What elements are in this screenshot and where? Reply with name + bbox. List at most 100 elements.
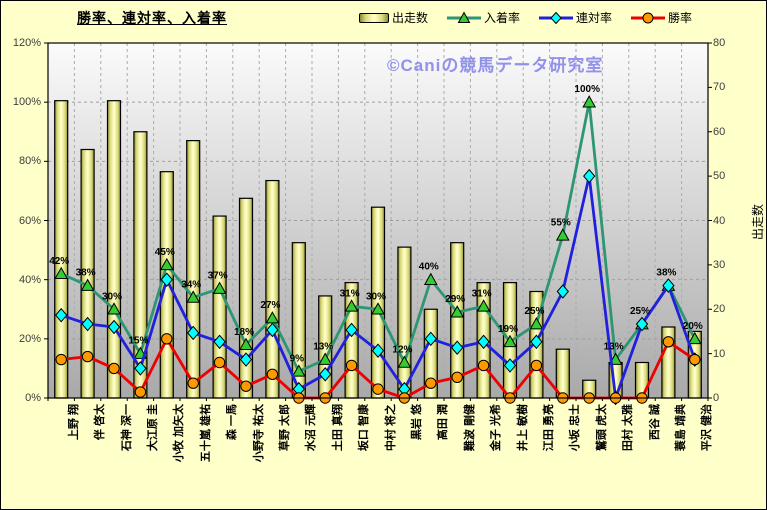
circle-marker xyxy=(662,336,675,348)
triangle-marker xyxy=(450,305,465,318)
diamond-marker xyxy=(55,307,68,323)
data-labels: 42% 38% 30% 15% 45% 34% 37% 18% 27% 9% 13% 31% 30% 12… xyxy=(49,84,703,364)
bar xyxy=(106,100,122,399)
category-label: 小坂 忠士 xyxy=(569,404,582,452)
diamond-marker xyxy=(160,272,173,287)
circle-marker xyxy=(240,380,252,392)
circle-marker xyxy=(530,359,543,372)
diamond-marker xyxy=(266,322,279,338)
triangle-marker xyxy=(344,299,359,312)
triangle-marker xyxy=(371,302,385,315)
category-label: 黒岩 悠 xyxy=(410,404,423,441)
diamond-marker xyxy=(319,367,332,382)
right-axis-tick-label: 20 xyxy=(713,303,726,316)
category-label: 西谷 誠 xyxy=(648,404,661,441)
category-label: 中村 将之 xyxy=(384,404,397,452)
category-label: 伴 啓太 xyxy=(94,404,107,441)
left-axis-tick-label: 120% xyxy=(12,37,41,49)
triangle-marker xyxy=(159,257,174,271)
data-label: 38% xyxy=(76,268,96,279)
triangle-marker-icon xyxy=(447,10,482,23)
right-axis-tick-label: 80 xyxy=(713,37,726,49)
triangle-marker xyxy=(212,281,227,294)
category-label: 五十嵐 雄祐 xyxy=(199,404,212,463)
data-label: 29% xyxy=(445,294,465,305)
triangle-marker xyxy=(687,331,702,345)
left-axis-tick-label: 40% xyxy=(18,273,41,286)
data-label: 38% xyxy=(656,268,676,279)
data-label: 37% xyxy=(208,271,228,282)
triangle-marker xyxy=(239,337,253,351)
category-label: 鷲頭 虎太 xyxy=(595,404,608,452)
category-label: 坂口 智康 xyxy=(358,404,371,452)
diamond-marker xyxy=(134,361,147,376)
legend-label: 出走数 xyxy=(392,11,429,25)
category-label: 小牧 加矢太 xyxy=(173,404,186,463)
bar xyxy=(186,140,201,399)
triangle-marker xyxy=(555,228,570,241)
data-label: 45% xyxy=(155,247,175,258)
circle-marker xyxy=(81,350,94,363)
circle-marker xyxy=(134,386,147,398)
data-label: 30% xyxy=(102,291,122,302)
category-label: 上野 翔 xyxy=(67,404,80,441)
category-label: 草野 太郎 xyxy=(278,404,291,452)
legend: 出走数 入着率 連対率 勝率 xyxy=(359,9,692,26)
bar xyxy=(212,215,227,399)
bar xyxy=(397,246,412,399)
circle-marker xyxy=(451,371,463,383)
data-label: 20% xyxy=(683,321,703,332)
legend-item-starts: 出走数 xyxy=(359,9,428,26)
circle-marker xyxy=(266,368,279,381)
triangle-marker xyxy=(397,355,412,368)
data-label: 30% xyxy=(366,291,386,302)
diamond-marker xyxy=(451,340,464,355)
diamond-marker xyxy=(662,278,675,293)
diamond-marker xyxy=(583,168,596,184)
triangle-marker xyxy=(291,364,306,377)
data-label: 15% xyxy=(128,336,148,347)
category-label: 土田 真翔 xyxy=(331,404,344,452)
data-label: 55% xyxy=(551,217,571,228)
legend-item-quinella: 連対率 xyxy=(539,9,612,26)
circle-marker-icon xyxy=(631,12,666,23)
diamond-marker xyxy=(371,343,385,358)
diamond-marker xyxy=(213,334,226,350)
data-label: 13% xyxy=(604,342,624,353)
bar xyxy=(265,179,280,399)
data-label: 19% xyxy=(498,324,518,335)
data-label: 34% xyxy=(181,279,201,290)
circle-marker xyxy=(55,353,67,366)
category-label: 石神 深一 xyxy=(120,404,133,452)
circle-marker xyxy=(213,356,226,369)
category-label: 金子 光希 xyxy=(490,404,503,452)
circle-marker xyxy=(372,383,384,395)
data-label: 18% xyxy=(234,327,254,338)
bar xyxy=(238,197,254,399)
circle-marker xyxy=(187,377,199,389)
legend-label: 勝率 xyxy=(668,11,693,25)
triangle-marker xyxy=(54,266,69,280)
plot-border xyxy=(47,42,709,399)
data-label: 27% xyxy=(260,300,280,311)
left-axis-tick-label: 60% xyxy=(18,214,41,227)
diamond-marker xyxy=(635,316,649,332)
data-label: 25% xyxy=(524,306,544,317)
right-axis-tick-label: 60 xyxy=(713,125,726,138)
legend-item-win: 勝率 xyxy=(631,9,692,26)
triangle-marker xyxy=(476,299,491,312)
category-label: 平沢 健治 xyxy=(701,404,714,452)
legend-item-placing: 入着率 xyxy=(447,9,520,26)
circle-marker xyxy=(161,333,173,345)
triangle-marker xyxy=(318,352,333,365)
data-label: 25% xyxy=(630,306,650,317)
diamond-marker xyxy=(81,316,94,332)
left-axis-tick-label: 80% xyxy=(18,155,41,168)
right-axis-tick-label: 70 xyxy=(713,81,726,94)
triangle-marker xyxy=(503,334,517,348)
diamond-marker xyxy=(530,334,543,350)
diamond-marker xyxy=(556,284,569,299)
data-label: 100% xyxy=(574,84,600,95)
